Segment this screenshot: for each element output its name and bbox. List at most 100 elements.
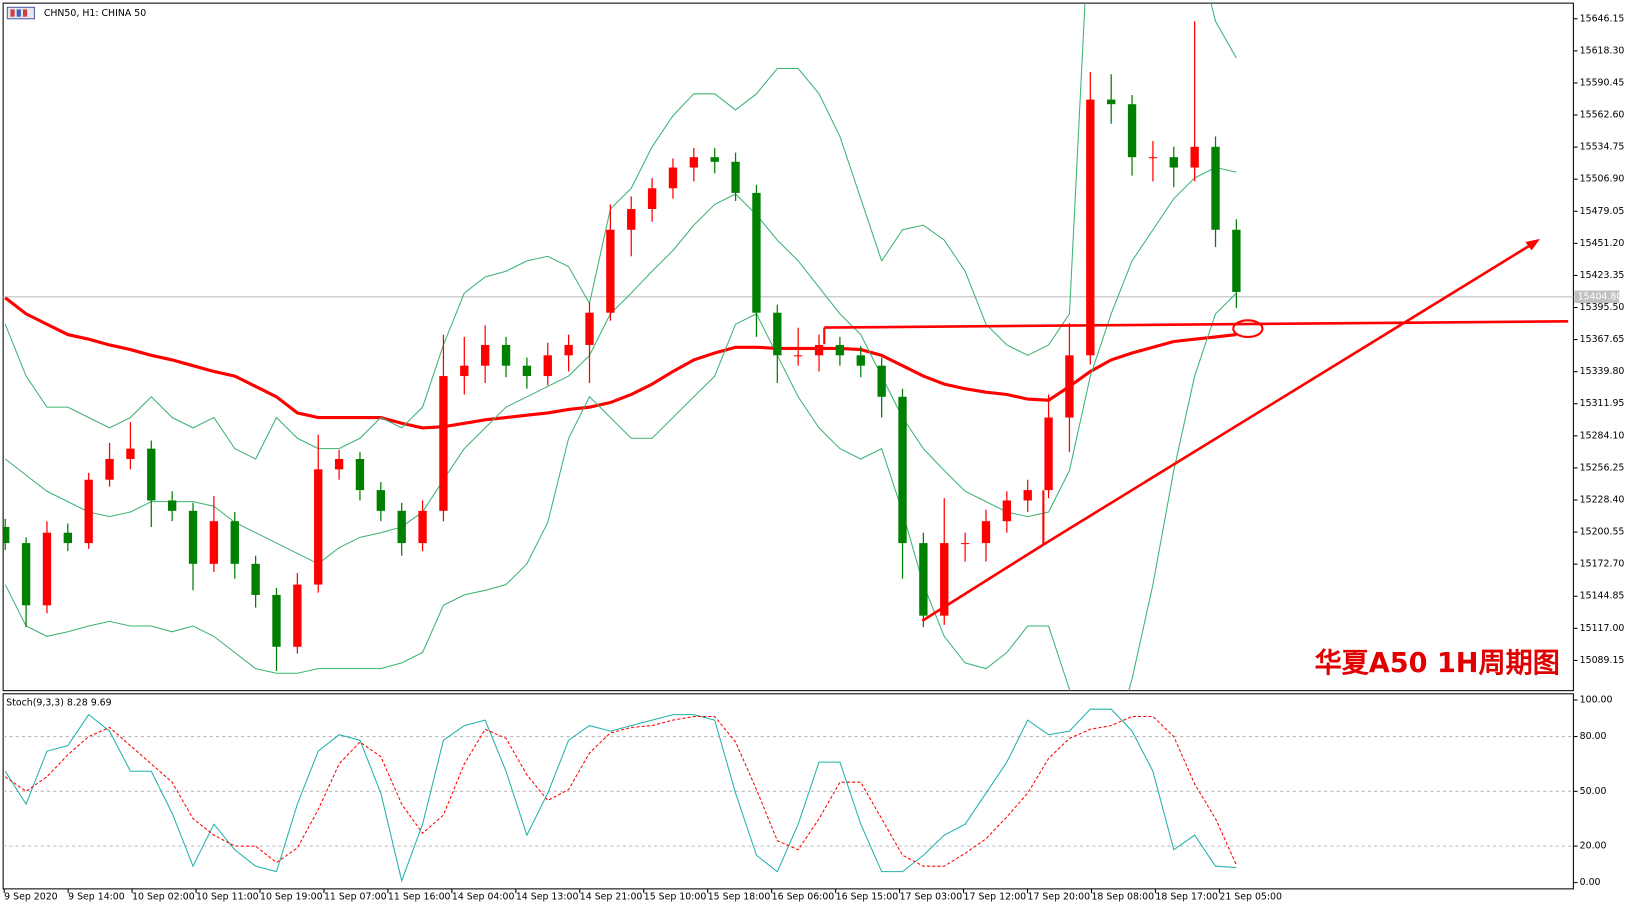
candle-body bbox=[627, 209, 636, 230]
y-tick-label: 15534.75 bbox=[1580, 142, 1625, 153]
candle-body bbox=[84, 479, 93, 544]
candle-body bbox=[188, 510, 198, 564]
candle-body bbox=[835, 344, 845, 356]
candle-body bbox=[710, 157, 719, 162]
candle-body bbox=[334, 458, 344, 470]
x-tick-label: 17 Sep 20:00 bbox=[1028, 892, 1091, 903]
candle-body bbox=[42, 532, 52, 606]
indicator-line bbox=[4, 3, 1237, 460]
candle-body bbox=[293, 584, 302, 647]
candle-body bbox=[1232, 229, 1241, 292]
candle-body bbox=[460, 365, 469, 377]
current-price-box bbox=[1574, 290, 1620, 304]
x-tick-label: 15 Sep 10:00 bbox=[644, 892, 707, 903]
x-tick-label: 11 Sep 16:00 bbox=[388, 892, 451, 903]
y-tick-label: 15590.45 bbox=[1580, 77, 1625, 88]
candle-body bbox=[1002, 500, 1012, 522]
y-tick-label: 15089.15 bbox=[1580, 655, 1625, 666]
x-tick-label: 17 Sep 03:00 bbox=[900, 892, 963, 903]
drawn-objects bbox=[823, 238, 1569, 622]
main-pane bbox=[2, 2, 1574, 692]
candle-body bbox=[940, 543, 949, 616]
x-tick-label: 18 Sep 08:00 bbox=[1091, 892, 1154, 903]
candle-body bbox=[209, 521, 219, 564]
candle-body bbox=[480, 344, 490, 366]
y-tick-label: 15451.20 bbox=[1580, 238, 1625, 249]
y-tick-label: 100.00 bbox=[1580, 695, 1613, 706]
candle-body bbox=[1023, 490, 1032, 501]
candle-body bbox=[1065, 355, 1074, 418]
candle-body bbox=[439, 376, 448, 511]
candle-body bbox=[1107, 99, 1116, 105]
candle-body bbox=[752, 192, 761, 313]
candle-body bbox=[522, 365, 532, 377]
y-tick-label: 15646.15 bbox=[1580, 13, 1625, 24]
candle-body bbox=[418, 510, 427, 544]
y-tick-label: 15117.00 bbox=[1580, 623, 1625, 634]
x-tick-label: 16 Sep 06:00 bbox=[772, 892, 835, 903]
candle-body bbox=[147, 448, 156, 501]
x-tick-label: 11 Sep 07:00 bbox=[324, 892, 387, 903]
candle-body bbox=[856, 355, 865, 366]
y-tick-label: 15367.65 bbox=[1580, 334, 1625, 345]
annotation: 华夏A50 1H周期图 bbox=[1315, 647, 1560, 679]
x-tick-label: 9 Sep 14:00 bbox=[68, 892, 125, 903]
candle-body bbox=[606, 229, 615, 313]
candle-body bbox=[960, 543, 970, 545]
x-tick-label: 14 Sep 13:00 bbox=[516, 892, 579, 903]
y-tick-label: 20.00 bbox=[1580, 841, 1607, 852]
y-tick-label: 15339.80 bbox=[1580, 366, 1625, 377]
x-tick-label: 17 Sep 12:00 bbox=[964, 892, 1027, 903]
indicator-line bbox=[4, 167, 1237, 565]
y-tick-label: 15479.05 bbox=[1580, 206, 1625, 217]
candle-body bbox=[585, 312, 594, 345]
current-price-label: 15404.80 bbox=[1578, 291, 1623, 302]
x-tick-label: 14 Sep 04:00 bbox=[452, 892, 515, 903]
candle-body bbox=[814, 344, 824, 356]
arrow-head bbox=[1525, 238, 1541, 251]
trend-line bbox=[921, 543, 1045, 622]
candle-body bbox=[1190, 146, 1199, 168]
x-tick-label: 16 Sep 15:00 bbox=[836, 892, 899, 903]
candle-body bbox=[397, 510, 406, 544]
x-tick-label: 10 Sep 02:00 bbox=[132, 892, 195, 903]
candle-body bbox=[877, 365, 886, 397]
y-tick-label: 50.00 bbox=[1580, 786, 1607, 797]
x-tick-label: 21 Sep 05:00 bbox=[1219, 892, 1282, 903]
resistance-line bbox=[824, 320, 1569, 329]
trend-line bbox=[1042, 241, 1535, 546]
chart-title: CHN50, H1: CHINA 50 bbox=[44, 8, 146, 19]
y-tick-label: 15144.85 bbox=[1580, 591, 1625, 602]
y-tick-label: 15506.90 bbox=[1580, 174, 1625, 185]
y-tick-label: 15228.40 bbox=[1580, 495, 1625, 506]
symbol-icon bbox=[6, 6, 35, 20]
candle-body bbox=[105, 458, 114, 480]
candle-body bbox=[251, 563, 260, 595]
y-tick-label: 80.00 bbox=[1580, 731, 1607, 742]
candle-body bbox=[167, 500, 177, 511]
candle-body bbox=[1086, 99, 1095, 356]
x-tick-label: 10 Sep 11:00 bbox=[196, 892, 259, 903]
candle-body bbox=[898, 396, 907, 544]
candle-body bbox=[501, 344, 511, 366]
candle-body bbox=[668, 167, 678, 189]
candle-body bbox=[230, 521, 239, 564]
candle-body bbox=[1148, 157, 1158, 159]
main-plot bbox=[3, 3, 1574, 691]
x-tick-label: 14 Sep 21:00 bbox=[580, 892, 643, 903]
candle-body bbox=[314, 469, 323, 585]
candle-body bbox=[63, 532, 72, 544]
y-tick-label: 15423.35 bbox=[1580, 270, 1625, 281]
candle-body bbox=[3, 526, 10, 544]
y-tick-label: 0.00 bbox=[1580, 877, 1601, 888]
indicator-line bbox=[4, 292, 1237, 691]
candle-body bbox=[919, 543, 928, 616]
x-tick-label: 10 Sep 19:00 bbox=[260, 892, 323, 903]
candle-body bbox=[731, 161, 740, 193]
y-tick-label: 15618.30 bbox=[1580, 45, 1625, 56]
x-tick-label: 18 Sep 17:00 bbox=[1155, 892, 1218, 903]
indicator-line bbox=[4, 296, 1237, 430]
candle-body bbox=[1127, 104, 1137, 158]
